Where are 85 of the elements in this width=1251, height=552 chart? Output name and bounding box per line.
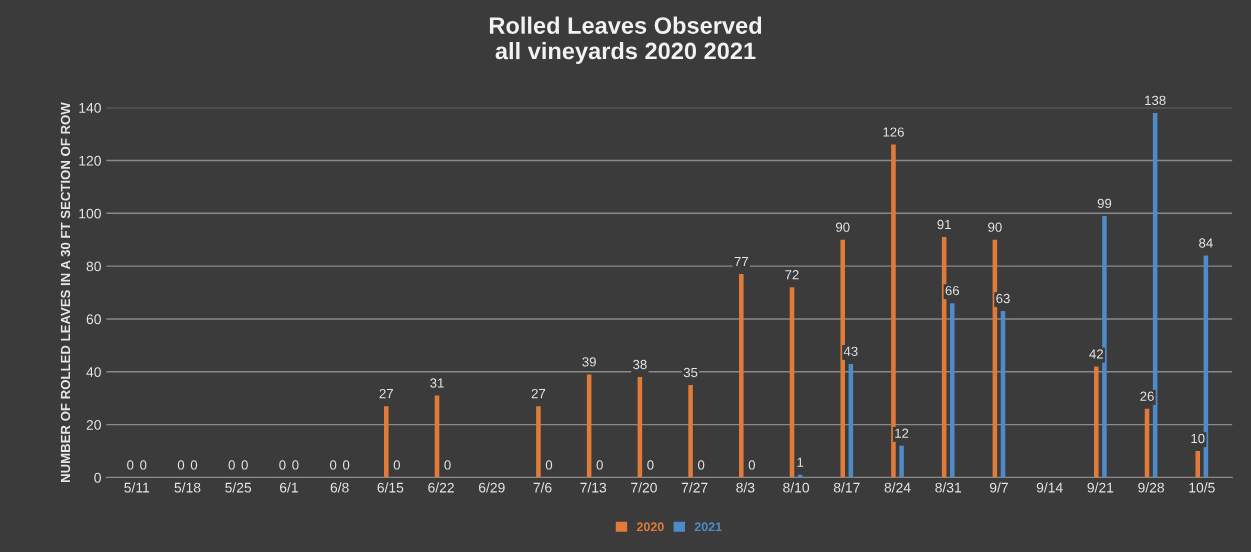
- x-tick-label: 7/6: [533, 482, 552, 493]
- y-tick-label: 20: [86, 419, 101, 430]
- y-tick-label: 100: [79, 208, 101, 219]
- x-tick-label: 9/28: [1138, 482, 1164, 493]
- data-label: 10: [1191, 433, 1205, 444]
- data-label: 0: [127, 460, 134, 470]
- data-label: 26: [1140, 391, 1154, 401]
- bar: [739, 274, 744, 478]
- data-label: 0: [329, 460, 337, 470]
- data-label: 0: [697, 460, 705, 470]
- data-label: 0: [748, 460, 755, 470]
- data-label: 12: [895, 428, 909, 438]
- x-tick-label: 8/24: [884, 482, 911, 493]
- data-label: 0: [190, 460, 198, 470]
- data-label: 0: [647, 460, 654, 470]
- data-label: 0: [228, 460, 235, 470]
- y-tick-label: 40: [86, 367, 101, 377]
- data-label: 63: [996, 293, 1010, 304]
- data-label: 90: [988, 222, 1002, 232]
- data-label: 27: [531, 388, 546, 399]
- x-tick-label: 10/5: [1189, 482, 1215, 493]
- data-label: 0: [279, 460, 286, 470]
- data-label: 0: [444, 460, 451, 470]
- data-label: 35: [683, 367, 698, 378]
- x-tick-label: 7/13: [580, 482, 607, 493]
- y-axis-title: NUMBER OF ROLLED LEAVES IN A 30 FT SECTION OF ROW: [60, 102, 71, 483]
- bar: [950, 303, 955, 478]
- data-label: 90: [836, 222, 850, 232]
- data-label: 38: [633, 359, 647, 370]
- data-label: 0: [292, 460, 299, 470]
- y-tick-label: 60: [86, 314, 101, 325]
- data-label: 138: [1145, 95, 1166, 106]
- data-label: 39: [582, 357, 596, 367]
- legend-label: 2020: [636, 522, 664, 532]
- x-tick-label: 6/1: [279, 482, 298, 493]
- x-tick-label: 6/15: [377, 482, 404, 493]
- x-tick-label: 5/25: [225, 482, 252, 493]
- x-tick-label: 8/3: [736, 482, 755, 493]
- bar: [1102, 215, 1107, 478]
- legend-label: 2021: [694, 522, 722, 532]
- x-tick-label: 8/17: [833, 482, 860, 493]
- data-label: 1: [797, 457, 804, 467]
- y-tick-label: 140: [79, 102, 101, 113]
- data-label: 0: [177, 460, 185, 470]
- data-label: 0: [342, 460, 350, 470]
- data-label: 66: [945, 285, 960, 296]
- data-label: 0: [140, 460, 147, 470]
- x-tick-label: 6/29: [478, 482, 505, 493]
- data-label: 42: [1089, 349, 1103, 359]
- bar: [384, 406, 389, 478]
- data-label: 0: [393, 460, 400, 470]
- x-tick-label: 9/7: [989, 482, 1008, 493]
- x-tick-label: 9/14: [1036, 482, 1063, 493]
- bar: [891, 144, 896, 478]
- bar: [1094, 366, 1099, 478]
- y-tick-label: 0: [94, 472, 101, 483]
- x-tick-label: 7/27: [681, 482, 708, 493]
- data-label: 31: [430, 378, 444, 388]
- data-label: 0: [241, 460, 248, 470]
- data-label: 77: [734, 256, 748, 267]
- data-label: 91: [937, 219, 951, 230]
- x-tick-label: 6/22: [428, 482, 454, 493]
- x-tick-label: 7/20: [631, 482, 657, 493]
- bar: [536, 406, 541, 478]
- data-label: 126: [883, 127, 904, 137]
- x-tick-label: 8/31: [935, 482, 962, 493]
- data-label: 0: [545, 460, 553, 470]
- x-tick-label: 5/18: [174, 482, 201, 493]
- chart-title: Rolled Leaves Observed all vineyards 2020 2021: [489, 16, 762, 64]
- data-label: 0: [596, 460, 603, 470]
- data-label: 72: [785, 270, 799, 280]
- y-tick-label: 80: [86, 261, 101, 272]
- x-tick-label: 9/21: [1087, 482, 1114, 493]
- x-tick-label: 5/11: [124, 482, 150, 493]
- data-label: 99: [1097, 198, 1112, 209]
- data-label: 43: [843, 346, 858, 356]
- data-label: 84: [1199, 238, 1213, 248]
- y-tick-label: 120: [79, 155, 101, 166]
- bar: [840, 239, 846, 478]
- x-tick-label: 6/8: [330, 482, 349, 493]
- x-tick-label: 8/10: [783, 482, 810, 493]
- bar: [1195, 451, 1201, 478]
- data-label: 27: [379, 388, 393, 399]
- bar: [688, 385, 693, 478]
- bar: [899, 445, 904, 478]
